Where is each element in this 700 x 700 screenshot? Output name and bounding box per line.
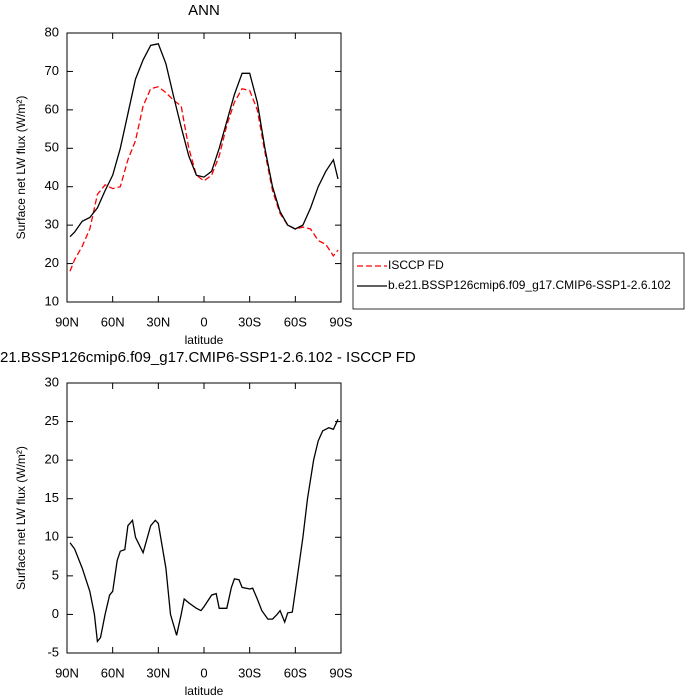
y-tick-label: 10 [45,293,59,308]
x-tick-label: 0 [200,314,207,329]
y-tick-label: 60 [45,101,59,116]
plot-frame [66,382,342,654]
x-tick-label: 60S [284,314,307,329]
x-tick-label: 30S [238,665,261,680]
y-axis-label: Surface net LW flux (W/m²) [14,446,28,590]
y-tick-label: 20 [45,452,59,467]
y-tick-label: 40 [45,178,59,193]
x-tick-label: 60N [101,665,125,680]
x-axis-label: latitude [185,333,224,347]
plot-frame [66,32,342,303]
y-tick-label: 0 [52,606,59,621]
data-line [69,43,339,238]
chart-title: 21.BSSP126cmip6.f09_g17.CMIP6-SSP1-2.6.1… [0,349,416,366]
chart-title: ANN [188,2,220,19]
x-tick-label: 30N [146,665,170,680]
x-tick-label: 90N [55,665,79,680]
y-tick-label: 20 [45,255,59,270]
x-tick-label: 30N [146,314,170,329]
x-tick-label: 90S [329,665,352,680]
y-tick-label: 80 [45,24,59,39]
x-tick-label: 0 [200,665,207,680]
y-tick-label: 30 [45,217,59,232]
x-axis-label: latitude [185,684,224,698]
x-tick-label: 30S [238,314,261,329]
legend-label: b.e21.BSSP126cmip6.f09_g17.CMIP6-SSP1-2.… [388,278,671,292]
x-tick-label: 90S [329,314,352,329]
legend-label: ISCCP FD [388,258,444,272]
legend-box [352,252,685,310]
data-line [69,419,339,644]
y-axis-label: Surface net LW flux (W/m²) [14,96,28,240]
y-tick-label: 15 [45,490,59,505]
y-tick-label: 25 [45,413,59,428]
y-tick-label: -5 [47,644,59,659]
x-tick-label: 60N [101,314,125,329]
x-tick-label: 90N [55,314,79,329]
y-tick-label: 5 [52,567,59,582]
y-tick-label: 30 [45,374,59,389]
y-tick-label: 70 [45,63,59,78]
y-tick-label: 10 [45,529,59,544]
x-tick-label: 60S [284,665,307,680]
y-tick-label: 50 [45,140,59,155]
